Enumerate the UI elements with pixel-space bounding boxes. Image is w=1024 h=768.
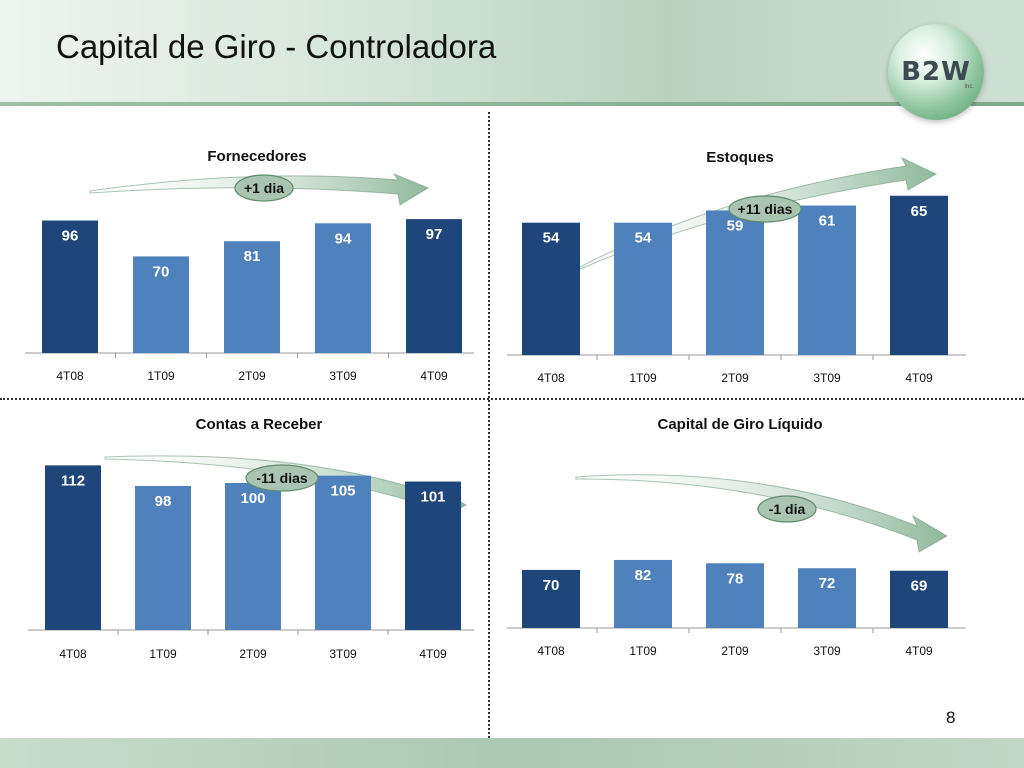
bar-value-label: 70 <box>153 263 170 280</box>
category-tick-label: 4T09 <box>419 647 447 661</box>
trend-label: -11 dias <box>256 470 308 486</box>
bar-1t09 <box>135 485 191 630</box>
bar-value-label: 98 <box>155 493 172 510</box>
bar-4t09 <box>405 481 461 630</box>
category-tick-label: 3T09 <box>329 647 357 661</box>
chart-panel-4: Capital de Giro Líquido 70 4T08 82 1T09 78 2T0… <box>507 416 966 658</box>
bar-4t08 <box>45 465 101 630</box>
bar-1t09 <box>614 222 672 355</box>
category-tick-label: 3T09 <box>813 644 841 658</box>
bar-value-label: 61 <box>819 213 836 230</box>
trend-label: -1 dia <box>769 501 806 517</box>
chart-panel-1: Fornecedores 96 4T08 70 1T09 81 2T09 94 3T09 97 4T… <box>25 148 474 383</box>
trend-badge <box>757 495 817 523</box>
bar-value-label: 96 <box>62 228 79 245</box>
bar-value-label: 100 <box>240 490 265 507</box>
category-tick-label: 4T09 <box>420 369 448 383</box>
bar-1t09 <box>133 256 189 353</box>
category-tick-label: 4T08 <box>537 371 565 385</box>
trend-label: +1 dia <box>244 180 284 196</box>
footer-band <box>0 738 1024 768</box>
category-tick-label: 4T09 <box>905 644 933 658</box>
trend-arrow <box>89 172 430 206</box>
bar-1t09 <box>614 559 672 628</box>
chart-title: Fornecedores <box>207 148 306 165</box>
horizontal-divider <box>0 398 1024 400</box>
header-band <box>0 0 1024 106</box>
category-tick-label: 3T09 <box>329 369 357 383</box>
chart-title: Contas a Receber <box>196 416 323 433</box>
category-tick-label: 4T09 <box>905 371 933 385</box>
chart-panel-3: Contas a Receber 112 4T08 98 1T09 100 2T09 105 3… <box>28 416 474 661</box>
vertical-divider <box>488 112 490 738</box>
b2w-logo: B2W Inc. <box>888 24 984 120</box>
bar-3t09 <box>315 223 371 353</box>
logo-text: B2W <box>901 57 971 87</box>
bar-4t08 <box>522 569 580 628</box>
category-tick-label: 2T09 <box>721 371 749 385</box>
bar-value-label: 70 <box>543 577 560 594</box>
category-tick-label: 4T08 <box>59 647 87 661</box>
category-tick-label: 4T08 <box>56 369 84 383</box>
chart-title: Estoques <box>706 149 774 166</box>
bar-value-label: 54 <box>635 230 652 247</box>
bar-4t08 <box>42 220 98 353</box>
trend-arrow <box>575 474 948 553</box>
category-tick-label: 1T09 <box>629 644 657 658</box>
bar-value-label: 101 <box>420 489 445 506</box>
bar-value-label: 72 <box>819 575 836 592</box>
page-number: 8 <box>946 708 956 727</box>
bar-3t09 <box>315 475 371 630</box>
page-title: Capital de Giro - Controladora <box>56 28 497 65</box>
chart-title: Capital de Giro Líquido <box>658 416 823 433</box>
bar-value-label: 94 <box>335 230 352 247</box>
bar-4t09 <box>890 195 948 355</box>
bar-value-label: 105 <box>330 483 355 500</box>
category-tick-label: 1T09 <box>147 369 175 383</box>
bar-value-label: 81 <box>244 248 261 265</box>
trend-badge <box>728 195 802 223</box>
bar-value-label: 82 <box>635 567 652 584</box>
bar-2t09 <box>224 241 280 353</box>
category-tick-label: 3T09 <box>813 371 841 385</box>
logo-subtext: Inc. <box>964 84 974 90</box>
bar-2t09 <box>706 210 764 355</box>
bar-value-label: 97 <box>426 226 443 243</box>
bar-value-label: 54 <box>543 230 560 247</box>
bar-value-label: 112 <box>61 472 85 489</box>
bar-4t09 <box>890 570 948 628</box>
bar-4t09 <box>406 219 462 353</box>
bar-value-label: 69 <box>911 578 928 595</box>
category-tick-label: 1T09 <box>149 647 177 661</box>
category-tick-label: 4T08 <box>537 644 565 658</box>
category-tick-label: 2T09 <box>239 647 267 661</box>
bar-2t09 <box>706 563 764 628</box>
category-tick-label: 2T09 <box>721 644 749 658</box>
bar-value-label: 78 <box>727 570 744 587</box>
bar-value-label: 59 <box>727 217 744 234</box>
category-tick-label: 1T09 <box>629 371 657 385</box>
trend-label: +11 dias <box>738 201 793 217</box>
bar-2t09 <box>225 483 281 630</box>
bar-3t09 <box>798 205 856 355</box>
bar-3t09 <box>798 568 856 628</box>
bar-value-label: 65 <box>911 203 928 220</box>
bar-4t08 <box>522 222 580 355</box>
chart-panel-2: Estoques 54 4T08 54 1T09 59 2T09 61 3T09 65 4T09 +1… <box>507 149 966 385</box>
trend-badge <box>234 174 294 202</box>
category-tick-label: 2T09 <box>238 369 266 383</box>
trend-badge <box>245 464 319 492</box>
